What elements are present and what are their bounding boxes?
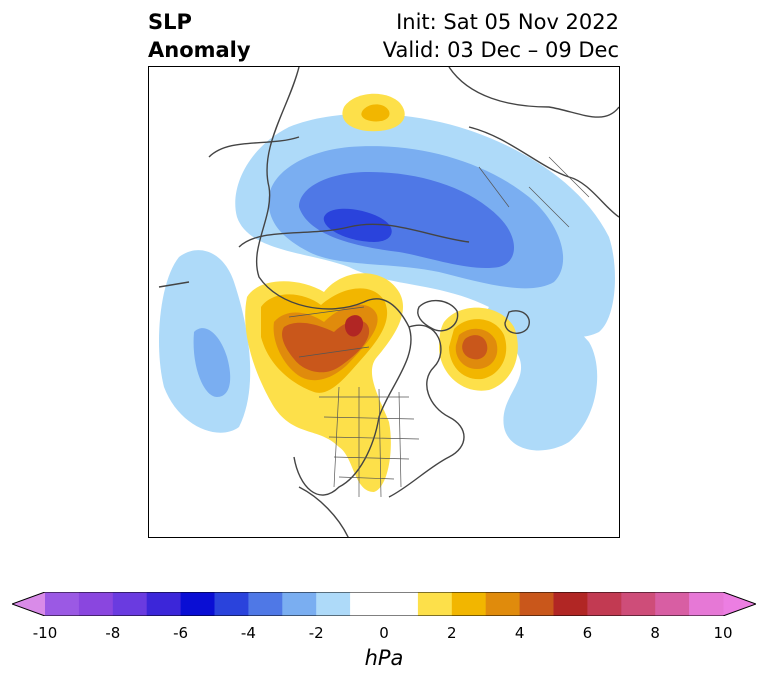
colorbar-under-extension (12, 592, 45, 616)
colorbar-bin (248, 592, 283, 616)
arctic-high-inner (361, 104, 390, 122)
western-high-core (344, 315, 364, 337)
colorbar-over-extension (723, 592, 756, 616)
colorbar-tick-label: -2 (308, 624, 324, 642)
colorbar-tick-label: -4 (240, 624, 256, 642)
atlantic-high-core (462, 335, 488, 360)
colorbar-bin (350, 592, 419, 616)
colorbar-bin (214, 592, 249, 616)
colorbar-bin (45, 592, 80, 616)
map-canvas (158, 67, 619, 537)
colorbar-bin (282, 592, 317, 616)
colorbar-tick-label: 4 (514, 624, 525, 642)
colorbar (12, 592, 756, 616)
title-variable: SLP (148, 10, 192, 34)
colorbar-bin (621, 592, 656, 616)
colorbar-bin (655, 592, 690, 616)
colorbar-bin (485, 592, 521, 616)
colorbar-bin (146, 592, 182, 616)
colorbar-bin (78, 592, 114, 616)
title-field: Anomaly (148, 38, 251, 62)
colorbar-tick-label: -8 (105, 624, 121, 642)
colorbar-tick-label: 6 (582, 624, 593, 642)
colorbar-bin (417, 592, 453, 616)
colorbar-tick-label: 8 (650, 624, 660, 642)
colorbar-bin (587, 592, 622, 616)
colorbar-bin (519, 592, 554, 616)
forecast-dates: Init: Sat 05 Nov 2022 Valid: 03 Dec – 09… (383, 8, 619, 64)
slp-anomaly-map (148, 66, 620, 538)
colorbar-tick-label: 10 (713, 624, 733, 642)
coastlines (158, 67, 619, 537)
map-title: SLP Anomaly (148, 8, 251, 64)
init-date: Init: Sat 05 Nov 2022 (396, 10, 619, 34)
colorbar-bin (553, 592, 588, 616)
colorbar-bin (316, 592, 351, 616)
colorbar-unit: hPa (364, 646, 404, 670)
colorbar-tick-labels: -10 -8 -6 -4 -2 0 2 4 6 8 10 (0, 624, 768, 644)
colorbar-tick-label: 0 (379, 624, 389, 642)
colorbar-bin (689, 592, 724, 616)
colorbar-bin (180, 592, 215, 616)
colorbar-bin (451, 592, 487, 616)
valid-range: Valid: 03 Dec – 09 Dec (382, 38, 619, 62)
colorbar-tick-label: -10 (32, 624, 58, 642)
colorbar-tick-label: 2 (447, 624, 457, 642)
state-borders (288, 156, 590, 498)
positive-anomaly-shading (245, 93, 518, 492)
colorbar-tick-label: -6 (173, 624, 189, 642)
arctic-low-inner (299, 172, 514, 269)
pacific-low-inner (193, 328, 231, 397)
colorbar-bin (112, 592, 148, 616)
